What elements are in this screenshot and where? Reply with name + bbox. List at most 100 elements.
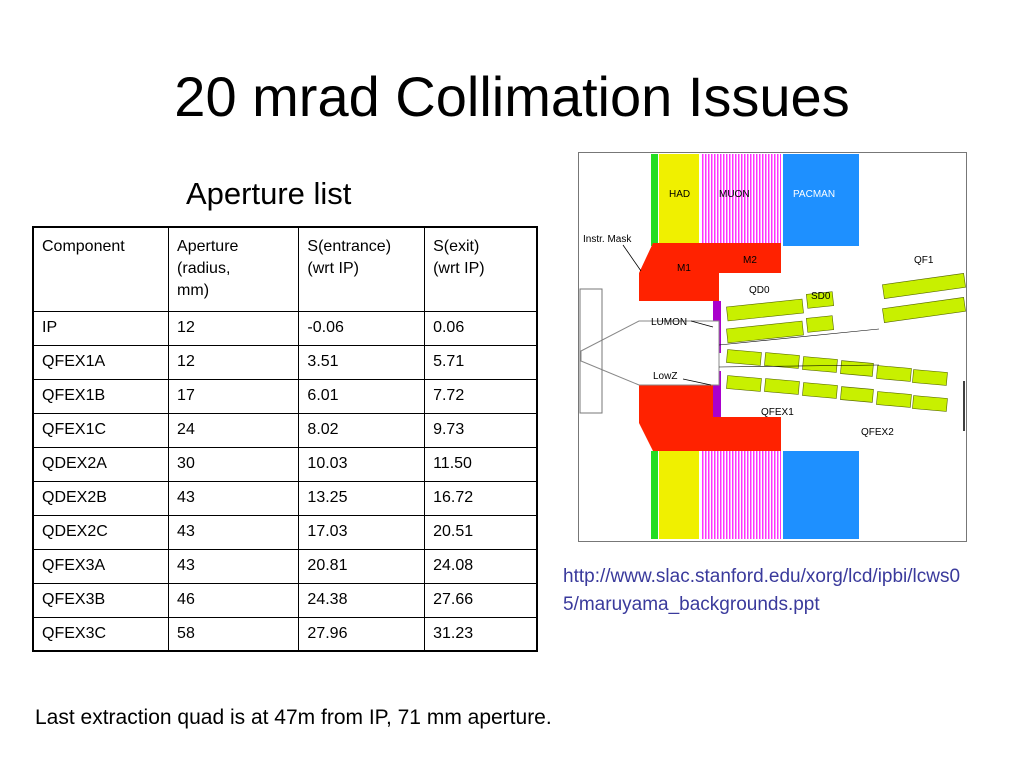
- sd0-magnet: [806, 291, 834, 333]
- green-bar-bottom: [651, 451, 658, 539]
- table-cell: 9.73: [424, 412, 538, 448]
- lumon-label: LUMON: [651, 317, 687, 328]
- table-row: QDEX2C 43 17.03 20.51: [32, 514, 538, 550]
- table-cell: 10.03: [298, 446, 426, 482]
- table-cell: 11.50: [424, 446, 538, 482]
- table-cell: 43: [168, 514, 300, 550]
- had-block-top: [659, 154, 699, 246]
- header-text: (wrt IP): [433, 260, 485, 277]
- muon-block-top: [701, 154, 781, 246]
- footnote: Last extraction quad is at 47m from IP, …: [35, 706, 552, 729]
- table-cell: 43: [168, 548, 300, 584]
- table-cell: 31.23: [424, 616, 538, 652]
- table-row: IP 12 -0.06 0.06: [32, 310, 538, 346]
- table-cell: 16.72: [424, 480, 538, 516]
- header-s-exit: S(exit) (wrt IP): [424, 226, 538, 312]
- qd0-magnet: [726, 298, 804, 344]
- header-component: Component: [32, 226, 170, 312]
- lumon-pointer: [690, 320, 714, 328]
- table-cell: 7.72: [424, 378, 538, 414]
- table-header-row: Component Aperture (radius, mm) S(entrance) (…: [32, 226, 538, 312]
- qfex2-magnets: [876, 365, 948, 412]
- table-cell: 24.08: [424, 548, 538, 584]
- table-cell: QFEX1A: [32, 344, 170, 380]
- table-row: QDEX2A 30 10.03 11.50: [32, 446, 538, 482]
- table-cell: 12: [168, 310, 300, 346]
- table-row: QDEX2B 43 13.25 16.72: [32, 480, 538, 516]
- table-cell: 12: [168, 344, 300, 380]
- table-cell: QFEX1B: [32, 378, 170, 414]
- mask-m1-top: [639, 243, 719, 301]
- header-text: (wrt IP): [307, 260, 359, 277]
- table-cell: QFEX3A: [32, 548, 170, 584]
- muon-label: MUON: [719, 189, 750, 200]
- table-caption: Aperture list: [186, 176, 352, 211]
- table-cell: 43: [168, 480, 300, 516]
- table-row: QFEX1B 17 6.01 7.72: [32, 378, 538, 414]
- table-cell: QFEX3B: [32, 582, 170, 618]
- mask-m2-top: [719, 243, 781, 273]
- header-text: Aperture: [177, 238, 239, 255]
- pacman-block-top: [783, 154, 859, 246]
- table-cell: 8.02: [298, 412, 426, 448]
- header-aperture: Aperture (radius, mm): [168, 226, 300, 312]
- table-row: QFEX1A 12 3.51 5.71: [32, 344, 538, 380]
- mask-m2-bottom: [719, 417, 781, 451]
- green-bar-top: [651, 154, 658, 246]
- table-cell: 17.03: [298, 514, 426, 550]
- had-label: HAD: [669, 189, 690, 200]
- table-cell: 27.66: [424, 582, 538, 618]
- table-cell: 58: [168, 616, 300, 652]
- qfex1-label: QFEX1: [761, 407, 794, 418]
- beam-lines: [718, 328, 880, 368]
- table-cell: 3.51: [298, 344, 426, 380]
- table-cell: 46: [168, 582, 300, 618]
- table-cell: 6.01: [298, 378, 426, 414]
- table-cell: -0.06: [298, 310, 426, 346]
- mask-m1-bottom: [639, 385, 719, 451]
- header-text: Component: [42, 238, 125, 255]
- table-cell: 20.51: [424, 514, 538, 550]
- instr-mask-label: Instr. Mask: [583, 234, 632, 245]
- table-cell: 0.06: [424, 310, 538, 346]
- table-row: QFEX3B 46 24.38 27.66: [32, 582, 538, 618]
- header-text: S(exit): [433, 238, 480, 255]
- lumon-bottom: [713, 371, 721, 417]
- qf1-magnet: [882, 273, 966, 323]
- header-s-entrance: S(entrance) (wrt IP): [298, 226, 426, 312]
- table-cell: 24.38: [298, 582, 426, 618]
- table-cell: QFEX3C: [32, 616, 170, 652]
- table-cell: 27.96: [298, 616, 426, 652]
- slide-title: 20 mrad Collimation Issues: [174, 65, 850, 128]
- header-text: S(entrance): [307, 238, 392, 255]
- beam-cone-frame: [579, 288, 603, 414]
- lowz-pointer: [682, 378, 712, 386]
- aperture-table: Component Aperture (radius, mm) S(entrance) (…: [32, 226, 538, 652]
- pacman-label: PACMAN: [793, 189, 835, 200]
- qf1-label: QF1: [914, 255, 934, 266]
- table-row: QFEX3A 43 20.81 24.08: [32, 548, 538, 584]
- table-cell: 20.81: [298, 548, 426, 584]
- table-cell: 5.71: [424, 344, 538, 380]
- qd0-label: QD0: [749, 285, 770, 296]
- table-cell: QFEX1C: [32, 412, 170, 448]
- table-row: QFEX3C 58 27.96 31.23: [32, 616, 538, 652]
- table-cell: QDEX2B: [32, 480, 170, 516]
- table-cell: 13.25: [298, 480, 426, 516]
- table-cell: QDEX2C: [32, 514, 170, 550]
- table-cell: 17: [168, 378, 300, 414]
- qfex1-magnets: [726, 349, 874, 403]
- m1-label: M1: [677, 263, 691, 274]
- header-text: (radius,: [177, 260, 231, 277]
- source-url-link[interactable]: http://www.slac.stanford.edu/xorg/lcd/ip…: [563, 566, 961, 615]
- pacman-block-bottom: [783, 451, 859, 539]
- instr-mask-pointer: [622, 244, 642, 272]
- table-cell: IP: [32, 310, 170, 346]
- header-text: mm): [177, 282, 210, 299]
- table-row: QFEX1C 24 8.02 9.73: [32, 412, 538, 448]
- ir-layout-diagram: HAD MUON PACMAN M1 M2 QD0 SD0 QF1: [578, 152, 967, 542]
- beam-pipe: [580, 320, 720, 386]
- table-cell: 30: [168, 446, 300, 482]
- muon-block-bottom: [701, 451, 781, 539]
- table-cell: QDEX2A: [32, 446, 170, 482]
